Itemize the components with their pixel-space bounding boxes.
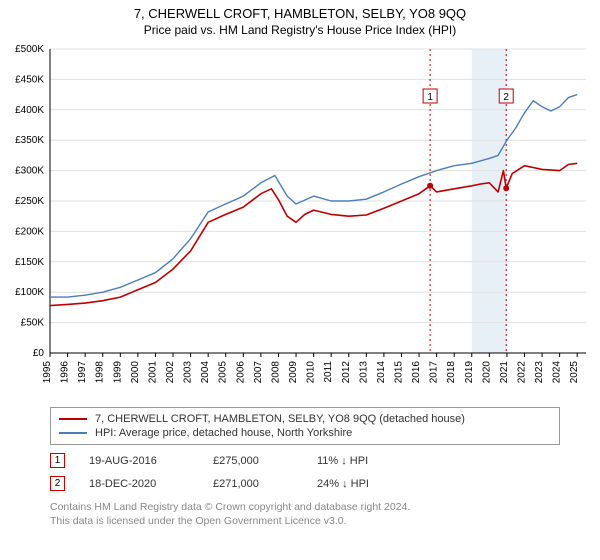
svg-text:2019: 2019	[464, 361, 475, 384]
transaction-date: 19-AUG-2016	[89, 455, 189, 467]
svg-text:1: 1	[427, 92, 433, 103]
svg-text:2002: 2002	[165, 361, 176, 384]
svg-text:£0: £0	[33, 348, 45, 359]
svg-text:1997: 1997	[77, 361, 88, 384]
transaction-price: £271,000	[213, 478, 293, 490]
svg-text:£150K: £150K	[15, 257, 44, 268]
svg-text:2006: 2006	[235, 361, 246, 384]
transaction-delta: 24% ↓ HPI	[317, 478, 407, 490]
legend-item: 7, CHERWELL CROFT, HAMBLETON, SELBY, YO8…	[59, 412, 551, 426]
transaction-badge: 2	[50, 476, 65, 491]
legend-item: HPI: Average price, detached house, Nort…	[59, 426, 551, 440]
legend-swatch	[59, 418, 87, 420]
chart-subtitle: Price paid vs. HM Land Registry's House …	[0, 21, 600, 43]
legend-label: HPI: Average price, detached house, Nort…	[95, 427, 352, 439]
legend: 7, CHERWELL CROFT, HAMBLETON, SELBY, YO8…	[50, 407, 560, 445]
transaction-row: 2 18-DEC-2020 £271,000 24% ↓ HPI	[50, 472, 560, 495]
svg-text:2012: 2012	[341, 361, 352, 384]
legend-label: 7, CHERWELL CROFT, HAMBLETON, SELBY, YO8…	[95, 413, 465, 425]
svg-text:2024: 2024	[552, 361, 563, 384]
transactions-table: 1 19-AUG-2016 £275,000 11% ↓ HPI 2 18-DEC-202…	[50, 449, 560, 495]
svg-text:2: 2	[503, 92, 509, 103]
transaction-badge: 1	[50, 453, 65, 468]
svg-text:1995: 1995	[42, 361, 53, 384]
line-chart: £0 £50K £100K £150K £200K £250K £300K £350K £400…	[0, 43, 600, 403]
svg-text:2008: 2008	[270, 361, 281, 384]
svg-text:£50K: £50K	[21, 318, 45, 329]
svg-text:2007: 2007	[253, 361, 264, 384]
svg-text:£300K: £300K	[15, 166, 44, 177]
svg-text:1998: 1998	[95, 361, 106, 384]
chart-area: £0 £50K £100K £150K £200K £250K £300K £350K £400…	[0, 43, 600, 403]
svg-text:2013: 2013	[358, 361, 369, 384]
svg-text:2016: 2016	[411, 361, 422, 384]
transaction-row: 1 19-AUG-2016 £275,000 11% ↓ HPI	[50, 449, 560, 472]
svg-text:2018: 2018	[446, 361, 457, 384]
svg-text:1999: 1999	[112, 361, 123, 384]
transaction-delta: 11% ↓ HPI	[317, 455, 407, 467]
svg-text:2005: 2005	[218, 361, 229, 384]
svg-text:2011: 2011	[323, 361, 334, 383]
svg-text:2014: 2014	[376, 361, 387, 384]
svg-text:£450K: £450K	[15, 74, 44, 85]
svg-text:£250K: £250K	[15, 196, 44, 207]
svg-text:£350K: £350K	[15, 135, 44, 146]
transaction-date: 18-DEC-2020	[89, 478, 189, 490]
footer-line-1: Contains HM Land Registry data © Crown c…	[50, 501, 560, 515]
svg-text:£500K: £500K	[15, 44, 44, 55]
svg-text:£200K: £200K	[15, 226, 44, 237]
svg-text:2004: 2004	[200, 361, 211, 384]
svg-text:2015: 2015	[393, 361, 404, 384]
svg-text:2020: 2020	[481, 361, 492, 384]
svg-text:2001: 2001	[147, 361, 158, 384]
svg-text:2025: 2025	[569, 361, 580, 384]
svg-text:2021: 2021	[499, 361, 510, 384]
svg-text:2023: 2023	[534, 361, 545, 384]
transaction-price: £275,000	[213, 455, 293, 467]
svg-text:2017: 2017	[429, 361, 440, 384]
footer-attribution: Contains HM Land Registry data © Crown c…	[50, 501, 560, 528]
svg-text:2009: 2009	[288, 361, 299, 384]
svg-text:2000: 2000	[130, 361, 141, 384]
legend-swatch	[59, 432, 87, 434]
svg-text:2010: 2010	[306, 361, 317, 384]
svg-text:£400K: £400K	[15, 105, 44, 116]
svg-text:1996: 1996	[60, 361, 71, 384]
svg-text:2022: 2022	[516, 361, 527, 384]
svg-text:2003: 2003	[183, 361, 194, 384]
footer-line-2: This data is licensed under the Open Gov…	[50, 515, 560, 529]
chart-title: 7, CHERWELL CROFT, HAMBLETON, SELBY, YO8…	[0, 0, 600, 21]
svg-text:£100K: £100K	[15, 287, 44, 298]
